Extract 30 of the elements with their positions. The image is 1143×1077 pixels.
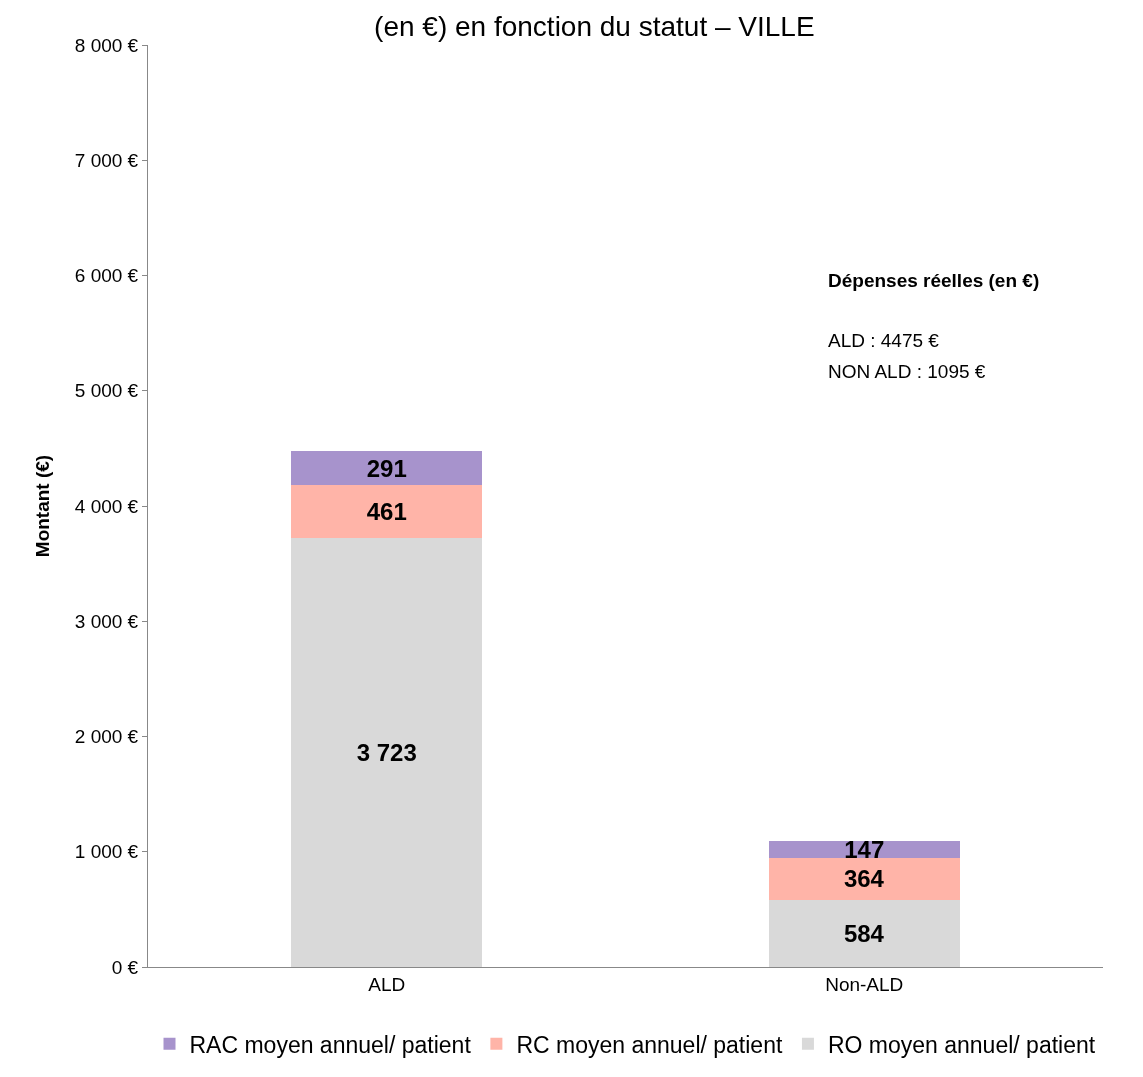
bar [291, 537, 483, 967]
data-label: 3 723 [356, 738, 417, 766]
legend-label: RO moyen annuel/ patient [827, 1031, 1096, 1058]
x-tick-label: Non-ALD [825, 973, 904, 995]
bar [291, 484, 483, 538]
legend-label: RAC moyen annuel/ patient [189, 1031, 472, 1058]
chart-title: (en €) en fonction du statut – VILLE [374, 10, 815, 42]
y-tick-label: 7 000 € [74, 149, 139, 171]
annotation: ALD : 4475 € [828, 330, 940, 351]
y-axis-title: Montant (€) [31, 454, 53, 558]
bar [768, 899, 960, 967]
data-label: 584 [843, 919, 885, 947]
annotation: NON ALD : 1095 € [828, 361, 986, 382]
bar [768, 857, 960, 900]
bar [291, 451, 483, 485]
y-tick-label: 6 000 € [74, 265, 139, 287]
data-label: 291 [366, 454, 407, 482]
data-label: 147 [844, 835, 885, 863]
y-tick-label: 2 000 € [74, 726, 139, 748]
data-label: 364 [843, 865, 885, 893]
y-tick-label: 5 000 € [74, 380, 139, 402]
y-tick-label: 0 € [111, 956, 139, 978]
y-tick-label: 4 000 € [74, 495, 139, 517]
legend-label: RC moyen annuel/ patient [516, 1031, 783, 1058]
y-tick-label: 8 000 € [74, 34, 139, 56]
x-tick-label: ALD [368, 973, 406, 995]
y-tick-label: 3 000 € [74, 610, 139, 632]
annotation: Dépenses réelles (en €) [828, 270, 1040, 291]
data-label: 461 [366, 497, 407, 525]
y-tick-label: 1 000 € [74, 841, 139, 863]
